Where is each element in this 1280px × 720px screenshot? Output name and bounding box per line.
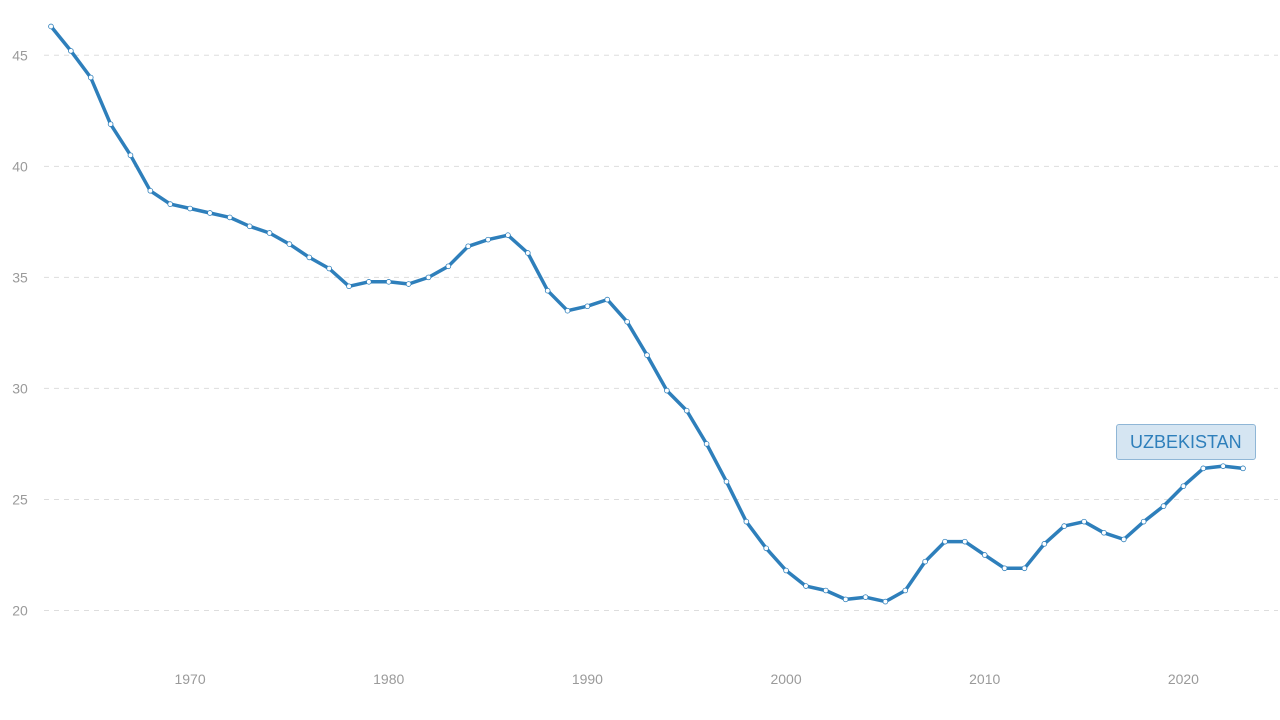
y-tick-label: 40 (12, 158, 28, 174)
data-point-2003[interactable] (842, 596, 849, 603)
data-point-1965[interactable] (87, 74, 94, 81)
data-point-1967[interactable] (127, 152, 134, 159)
data-point-1995[interactable] (683, 407, 690, 414)
data-point-1990[interactable] (584, 303, 591, 310)
data-point-2008[interactable] (942, 538, 948, 545)
data-point-1974[interactable] (266, 230, 273, 236)
data-point-1970[interactable] (187, 205, 193, 212)
data-point-2000[interactable] (783, 567, 789, 574)
data-point-2001[interactable] (803, 583, 809, 589)
data-point-2015[interactable] (1081, 518, 1087, 525)
data-point-1997[interactable] (723, 478, 730, 485)
data-point-2021[interactable] (1200, 465, 1207, 472)
data-point-1987[interactable] (524, 250, 531, 256)
data-point-2012[interactable] (1021, 565, 1028, 572)
data-point-1968[interactable] (147, 187, 154, 194)
data-point-2013[interactable] (1041, 541, 1048, 547)
data-point-1964[interactable] (68, 48, 74, 54)
data-point-2017[interactable] (1121, 536, 1127, 543)
x-tick-label: 2010 (969, 671, 1000, 687)
data-point-2019[interactable] (1160, 503, 1167, 509)
x-tick-label: 1990 (572, 671, 603, 687)
data-point-1996[interactable] (703, 441, 710, 447)
data-point-2020[interactable] (1180, 483, 1187, 489)
data-point-1998[interactable] (743, 518, 750, 525)
x-axis-ticks: 1970 1980 1990 2000 2010 2020 (174, 671, 1199, 687)
data-point-1982[interactable] (425, 274, 432, 281)
data-point-2014[interactable] (1061, 523, 1067, 529)
data-points[interactable] (48, 23, 1246, 605)
data-point-2010[interactable] (981, 552, 988, 558)
data-point-1966[interactable] (107, 121, 114, 127)
data-point-1988[interactable] (544, 287, 551, 294)
data-point-2016[interactable] (1101, 529, 1107, 536)
data-point-2011[interactable] (1001, 565, 1008, 572)
data-point-2005[interactable] (882, 598, 889, 605)
data-point-1984[interactable] (465, 243, 472, 250)
data-point-2009[interactable] (962, 538, 968, 545)
data-point-1980[interactable] (385, 279, 392, 285)
series-line[interactable] (49, 24, 1245, 604)
x-tick-label: 1970 (174, 671, 205, 687)
data-point-2022[interactable] (1220, 463, 1226, 469)
data-point-1981[interactable] (405, 281, 412, 287)
data-point-1977[interactable] (326, 265, 332, 272)
data-point-1986[interactable] (505, 232, 511, 238)
y-axis-ticks: 20 25 30 35 40 45 (12, 47, 28, 618)
x-tick-label: 2000 (770, 671, 801, 687)
y-tick-label: 20 (12, 602, 28, 618)
y-tick-label: 30 (12, 380, 28, 396)
data-point-1993[interactable] (644, 352, 650, 358)
data-point-1991[interactable] (604, 296, 611, 303)
data-point-1971[interactable] (207, 210, 213, 216)
data-point-1963[interactable] (48, 23, 54, 30)
y-tick-label: 35 (12, 269, 28, 285)
data-point-1985[interactable] (485, 236, 491, 243)
data-point-2007[interactable] (922, 558, 928, 565)
data-point-1979[interactable] (366, 279, 372, 285)
data-point-2023[interactable] (1240, 465, 1246, 472)
data-point-1969[interactable] (167, 201, 174, 207)
data-point-1994[interactable] (664, 387, 670, 394)
data-point-2006[interactable] (902, 587, 909, 594)
y-tick-label: 45 (12, 47, 28, 63)
data-point-2018[interactable] (1140, 518, 1147, 525)
series-uzbekistan[interactable] (49, 24, 1245, 604)
data-point-1975[interactable] (286, 241, 293, 247)
x-tick-label: 2020 (1168, 671, 1199, 687)
series-label-uzbekistan[interactable]: UZBEKISTAN (1116, 424, 1256, 460)
data-point-1999[interactable] (763, 545, 769, 552)
data-point-1973[interactable] (246, 223, 253, 230)
data-point-1976[interactable] (306, 254, 313, 261)
data-point-2004[interactable] (862, 594, 869, 600)
data-point-1989[interactable] (564, 307, 571, 314)
data-point-1983[interactable] (445, 263, 452, 270)
data-point-1978[interactable] (346, 283, 352, 290)
y-tick-label: 25 (12, 491, 28, 507)
data-point-1992[interactable] (624, 318, 630, 325)
x-tick-label: 1980 (373, 671, 404, 687)
data-point-2002[interactable] (822, 587, 829, 594)
data-point-1972[interactable] (227, 214, 233, 221)
